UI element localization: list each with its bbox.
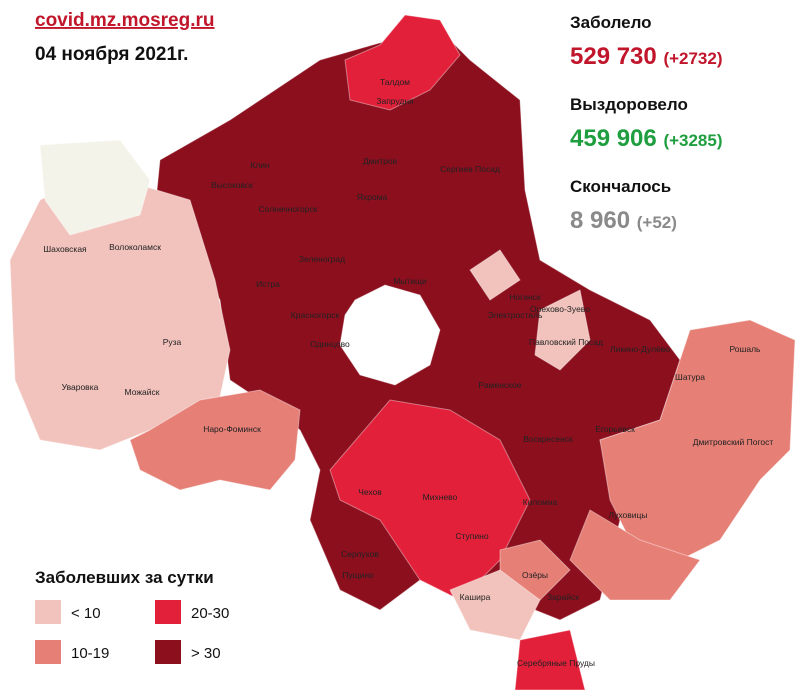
place-label: Пущино — [342, 570, 374, 580]
place-label: Рошаль — [730, 344, 762, 354]
place-label: Озёры — [522, 570, 548, 580]
place-label: Шаховская — [43, 244, 87, 254]
place-label: Коломна — [523, 497, 558, 507]
region-salmon — [129, 389, 301, 491]
place-label: Дмитров — [363, 156, 398, 166]
region-red — [344, 14, 461, 111]
region-light — [534, 289, 591, 371]
place-label: Истра — [256, 279, 280, 289]
stat-label: Скончалось — [570, 177, 671, 196]
stat-value: 529 730 (+2732) — [570, 43, 723, 70]
legend-label: > 30 — [191, 645, 221, 662]
legend-label: 10-19 — [71, 645, 109, 662]
place-label: Одинцово — [310, 339, 350, 349]
date: 04 ноября 2021г. — [35, 44, 188, 65]
stat-label: Заболело — [570, 13, 652, 32]
place-label: Орехово-Зуево — [530, 304, 590, 314]
place-label: Ликино-Дулёво — [610, 344, 670, 354]
place-label: Чехов — [358, 487, 382, 497]
legend-swatch — [35, 600, 61, 624]
place-label: Луховицы — [608, 510, 647, 520]
place-label: Серебряные Пруды — [517, 658, 595, 668]
place-label: Талдом — [380, 77, 410, 87]
legend: < 10 20-30 10-19 > 30 — [35, 600, 229, 664]
place-label: Зарайск — [547, 592, 579, 602]
place-label: Наро-Фоминск — [203, 424, 261, 434]
place-label: Яхрома — [357, 192, 388, 202]
place-label: Дмитровский Погост — [693, 437, 774, 447]
source: covid.mz.mosreg.ru — [35, 10, 215, 31]
place-label: Запрудня — [376, 96, 414, 106]
stat-label: Выздоровело — [570, 95, 688, 114]
place-label: Кашира — [460, 592, 491, 602]
place-label: Волоколамск — [109, 242, 161, 252]
place-label: Можайск — [125, 387, 160, 397]
place-label: Ногинск — [509, 292, 541, 302]
region-light — [449, 569, 541, 641]
region-red — [514, 629, 586, 691]
place-label: Высоковск — [211, 180, 253, 190]
place-label: Зеленоград — [299, 254, 345, 264]
place-label: Воскресенск — [523, 434, 573, 444]
place-label: Шатура — [675, 372, 705, 382]
map — [9, 14, 796, 691]
place-label: Солнечногорск — [259, 204, 318, 214]
place-label: Павловский Посад — [529, 337, 603, 347]
place-label: Электросталь — [488, 310, 543, 320]
legend-label: < 10 — [71, 605, 101, 622]
place-label: Михнево — [423, 492, 458, 502]
legend-swatch — [35, 640, 61, 664]
place-label: Красногорск — [291, 310, 340, 320]
place-labels: Талдом Запрудня Клин Высоковск Дмитров Сергие… — [43, 77, 773, 668]
place-label: Раменское — [479, 380, 522, 390]
place-label: Клин — [250, 160, 270, 170]
place-label: Серпухов — [341, 549, 379, 559]
place-label: Ступино — [455, 531, 488, 541]
place-label: Уваровка — [62, 382, 99, 392]
legend-swatch — [155, 640, 181, 664]
place-label: Сергиев Посад — [440, 164, 500, 174]
place-label: Мытищи — [393, 276, 427, 286]
stat-value: 8 960 (+52) — [570, 207, 677, 234]
place-label: Егорьевск — [595, 424, 635, 434]
legend-swatch — [155, 600, 181, 624]
legend-label: 20-30 — [191, 605, 229, 622]
region-white — [39, 139, 151, 236]
region-salmon — [569, 509, 701, 601]
region-light — [469, 249, 521, 301]
place-label: Руза — [163, 337, 182, 347]
stat-value: 459 906 (+3285) — [570, 125, 723, 152]
moscow — [339, 284, 441, 386]
legend-title: Заболевших за сутки — [35, 568, 214, 587]
